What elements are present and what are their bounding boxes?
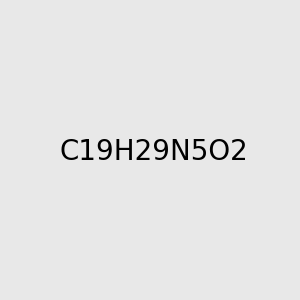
- Text: C19H29N5O2: C19H29N5O2: [59, 137, 248, 166]
